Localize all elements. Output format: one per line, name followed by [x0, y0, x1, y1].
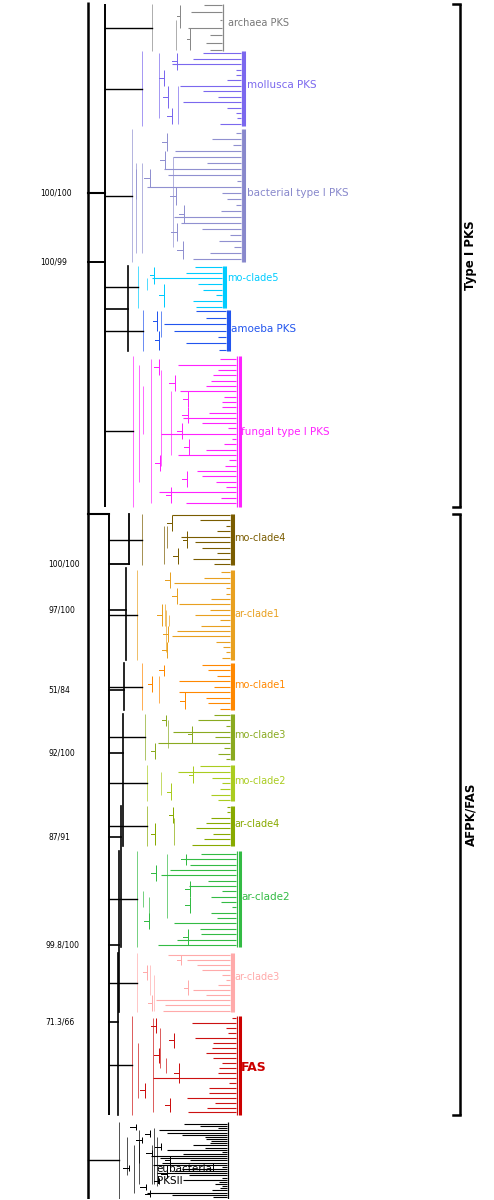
Text: mo-clade4: mo-clade4: [235, 533, 286, 542]
Text: 100/100: 100/100: [48, 559, 80, 569]
Text: fungal type I PKS: fungal type I PKS: [241, 427, 329, 437]
Text: ar-clade4: ar-clade4: [235, 818, 280, 829]
Text: mo-clade5: mo-clade5: [227, 272, 279, 283]
Text: mo-clade2: mo-clade2: [235, 776, 286, 786]
Text: ar-clade3: ar-clade3: [235, 972, 280, 983]
Text: bacterial type I PKS: bacterial type I PKS: [247, 188, 348, 198]
Text: archaea PKS: archaea PKS: [228, 18, 289, 28]
Text: 87/91: 87/91: [48, 833, 71, 841]
Text: Type I PKS: Type I PKS: [464, 221, 477, 290]
Text: 97/100: 97/100: [48, 605, 76, 614]
Text: 99.8/100: 99.8/100: [45, 941, 79, 949]
Text: 71.3/66: 71.3/66: [45, 1018, 75, 1026]
Text: 100/100: 100/100: [41, 188, 72, 197]
Text: ar-clade1: ar-clade1: [235, 610, 280, 619]
Text: ar-clade2: ar-clade2: [241, 892, 290, 902]
Text: eubacterial
PKSII: eubacterial PKSII: [157, 1164, 216, 1186]
Text: amoeba PKS: amoeba PKS: [231, 324, 296, 335]
Text: 92/100: 92/100: [48, 749, 75, 757]
Text: mollusca PKS: mollusca PKS: [247, 80, 317, 90]
Text: AFPK/FAS: AFPK/FAS: [464, 782, 477, 846]
Text: mo-clade3: mo-clade3: [235, 731, 286, 740]
Text: FAS: FAS: [241, 1061, 267, 1074]
Text: mo-clade1: mo-clade1: [235, 680, 286, 690]
Text: 51/84: 51/84: [48, 685, 71, 695]
Text: 100/99: 100/99: [41, 258, 67, 266]
